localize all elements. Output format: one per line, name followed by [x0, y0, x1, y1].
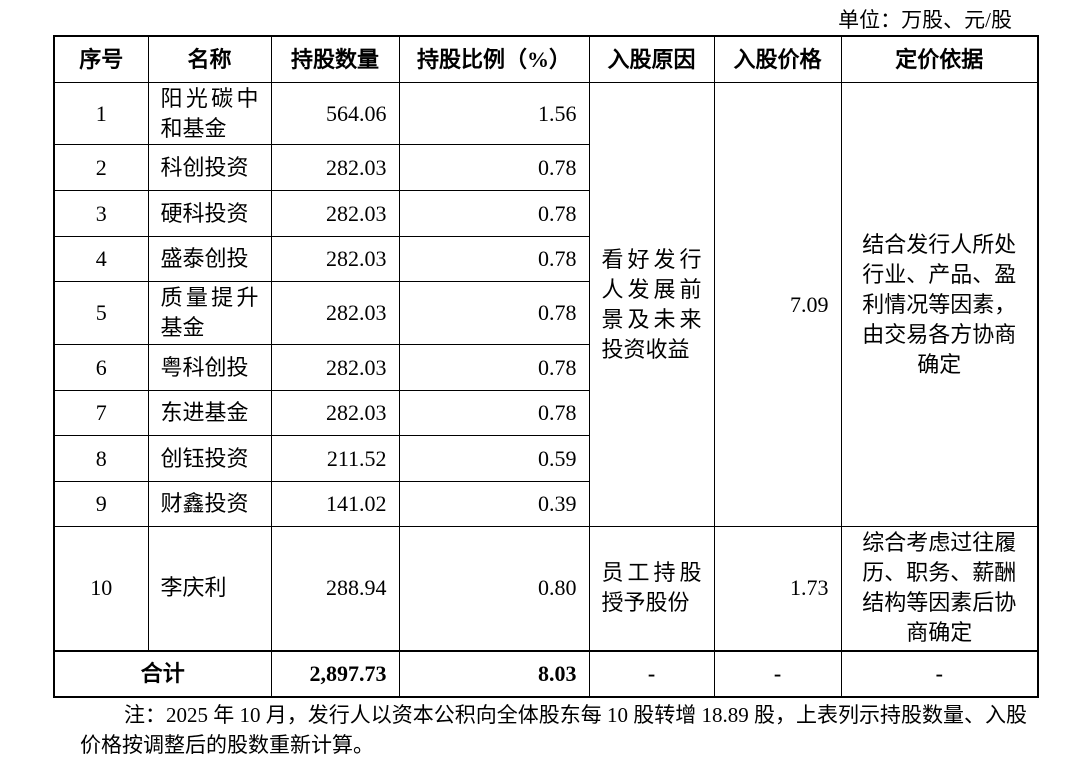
- investment-reason: 看好发行人发展前景及未来投资收益: [588, 82, 715, 527]
- share-ratio: 0.59: [398, 435, 590, 482]
- share-ratio: 1.56: [398, 82, 590, 145]
- investment-reason: 员工持股授予股份: [588, 526, 715, 651]
- table-row: 4 盛泰创投 282.03 0.78: [53, 236, 1038, 282]
- share-count: 282.03: [270, 390, 400, 436]
- header-cell: 持股数量: [270, 35, 400, 83]
- table-row: 6 粤科创投 282.03 0.78: [53, 344, 1038, 391]
- header-cell: 序号: [53, 35, 149, 83]
- shareholder-name: 质量提升基金: [147, 281, 272, 345]
- header-row: 序号 名称 持股数量 持股比例（%） 入股原因 入股价格 定价依据: [53, 35, 1039, 83]
- total-price: -: [713, 649, 842, 697]
- row-number: 6: [53, 344, 149, 391]
- shareholder-name: 李庆利: [147, 526, 272, 651]
- table-row: 10 李庆利 288.94 0.80 员工持股授予股份 1.73 综合考虑过往履历、职务、薪…: [53, 526, 1039, 651]
- shareholder-name: 科创投资: [147, 144, 272, 191]
- row-number: 10: [53, 526, 149, 651]
- row-number: 1: [53, 82, 149, 145]
- share-ratio: 0.78: [398, 144, 590, 191]
- shareholder-name: 阳光碳中和基金: [147, 82, 272, 145]
- total-reason: -: [588, 649, 715, 697]
- share-count: 211.52: [270, 435, 400, 482]
- total-label: 合计: [53, 649, 272, 697]
- table-row: 1 阳光碳中和基金 564.06 1.56 看好发行人发展前景及未来投资收益 7.09 结合…: [53, 82, 1039, 527]
- total-row: 合计 2,897.73 8.03- - -: [53, 649, 1039, 697]
- total-basis: -: [840, 649, 1039, 697]
- header-cell: 入股原因: [588, 35, 715, 83]
- share-ratio: 0.78: [398, 344, 590, 391]
- shareholder-name: 粤科创投: [147, 344, 272, 391]
- table-body: 1 阳光碳中和基金 564.06 1.56 看好发行人发展前景及未来投资收益 7.09 结合…: [53, 82, 1039, 697]
- row-number: 2: [53, 144, 149, 191]
- share-ratio: 0.78: [398, 390, 590, 436]
- table-row: 9 财鑫投资 141.02 0.39: [53, 481, 1038, 527]
- unit-label: 单位：万股、元/股: [838, 8, 1012, 32]
- row-number: 5: [53, 281, 149, 345]
- shareholder-name: 财鑫投资: [147, 481, 272, 527]
- header-cell: 入股价格: [713, 35, 842, 83]
- share-ratio: 0.78: [398, 190, 590, 237]
- row-number: 8: [53, 435, 149, 482]
- row-number: 9: [53, 481, 149, 527]
- share-ratio: 0.78: [398, 236, 590, 282]
- shareholder-name: 创钰投资: [147, 435, 272, 482]
- share-price: 1.73: [713, 526, 842, 651]
- share-count: 282.03: [270, 344, 400, 391]
- total-shares: 2,897.73: [270, 649, 400, 697]
- pricing-basis: 结合发行人所处行业、产品、盈利情况等因素，由交易各方协商确定: [840, 82, 1039, 527]
- shareholder-table: 序号 名称 持股数量 持股比例（%） 入股原因 入股价格 定价依据 1 阳光碳中和基金 564.…: [53, 35, 1039, 698]
- pricing-basis: 综合考虑过往履历、职务、薪酬结构等因素后协商确定: [840, 526, 1039, 651]
- shareholder-name: 东进基金: [147, 390, 272, 436]
- share-count: 564.06: [270, 82, 400, 145]
- total-ratio: 8.03: [398, 649, 590, 697]
- share-count: 282.03: [270, 144, 400, 191]
- share-count: 141.02: [270, 481, 400, 527]
- row-number: 3: [53, 190, 149, 237]
- row-number: 4: [53, 236, 149, 282]
- share-count: 282.03: [270, 281, 400, 345]
- share-count: 282.03: [270, 236, 400, 282]
- header-cell: 持股比例（%）: [398, 35, 590, 83]
- share-ratio: 0.78: [398, 281, 590, 345]
- share-count: 288.94: [270, 526, 400, 651]
- share-price: 7.09: [713, 82, 842, 527]
- footnote: 注：2025 年 10 月，发行人以资本公积向全体股东每 10 股转增 18.8…: [80, 703, 1027, 757]
- share-ratio: 0.80: [398, 526, 590, 651]
- table-row: 8 创钰投资 211.52 0.59: [53, 435, 1038, 482]
- row-number: 7: [53, 390, 149, 436]
- header-cell: 名称: [147, 35, 272, 83]
- table-row: 2 科创投资 282.03 0.78: [53, 144, 1038, 191]
- header-cell: 定价依据: [840, 35, 1039, 83]
- shareholder-name: 盛泰创投: [147, 236, 272, 282]
- shareholder-name: 硬科投资: [147, 190, 272, 237]
- table-row: 7 东进基金 282.03 0.78: [53, 390, 1038, 436]
- share-count: 282.03: [270, 190, 400, 237]
- share-ratio: 0.39: [398, 481, 590, 527]
